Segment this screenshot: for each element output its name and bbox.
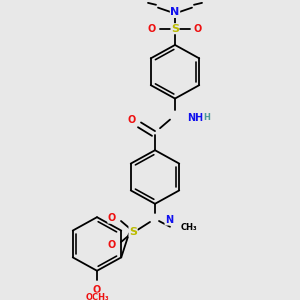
Text: O: O [148,24,156,34]
Text: O: O [108,240,116,250]
Text: OCH₃: OCH₃ [85,293,109,300]
Text: O: O [194,24,202,34]
Text: O: O [108,213,116,223]
Text: NH: NH [187,113,203,123]
Text: S: S [129,226,137,236]
Text: N: N [170,8,180,17]
Text: O: O [93,285,101,295]
Text: S: S [171,24,179,34]
Text: CH₃: CH₃ [181,223,198,232]
Text: H: H [203,113,210,122]
Text: N: N [165,215,173,225]
Text: O: O [128,115,136,124]
